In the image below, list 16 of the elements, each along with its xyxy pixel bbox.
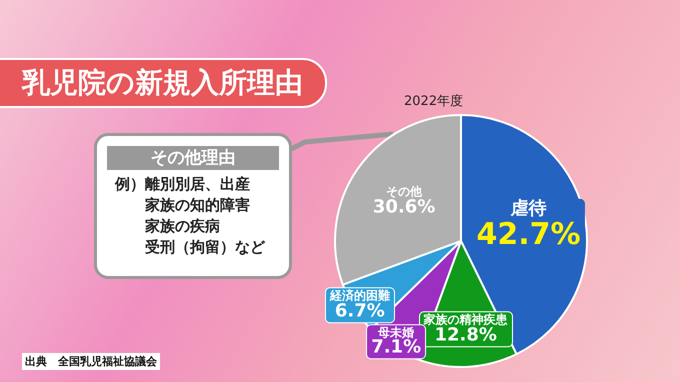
source-note: 出典 全国乳児福祉協議会 — [22, 353, 160, 370]
text: 家族の知的障害 — [144, 195, 251, 216]
slice-label: 経済的困難 — [330, 288, 390, 302]
slice-label: 家族の精神疾患 — [424, 312, 508, 326]
data-label: 42.7% — [476, 217, 581, 252]
slice-label: 虐待 — [510, 198, 548, 220]
text: 家族の疾病 — [144, 216, 221, 237]
data-label: 6.7% — [334, 300, 386, 321]
slice-label: その他 — [385, 184, 424, 199]
chart-title: 乳児院の新規入所理由 — [0, 58, 327, 108]
slice-label: 母未婚 — [377, 324, 416, 339]
data-label: 30.6% — [372, 196, 436, 218]
text: 2022年度 — [404, 93, 464, 110]
text: その他理由 — [107, 146, 279, 170]
text: 受刑（拘留）など — [144, 237, 266, 258]
text: 例）離別別居、出産 — [114, 174, 251, 195]
